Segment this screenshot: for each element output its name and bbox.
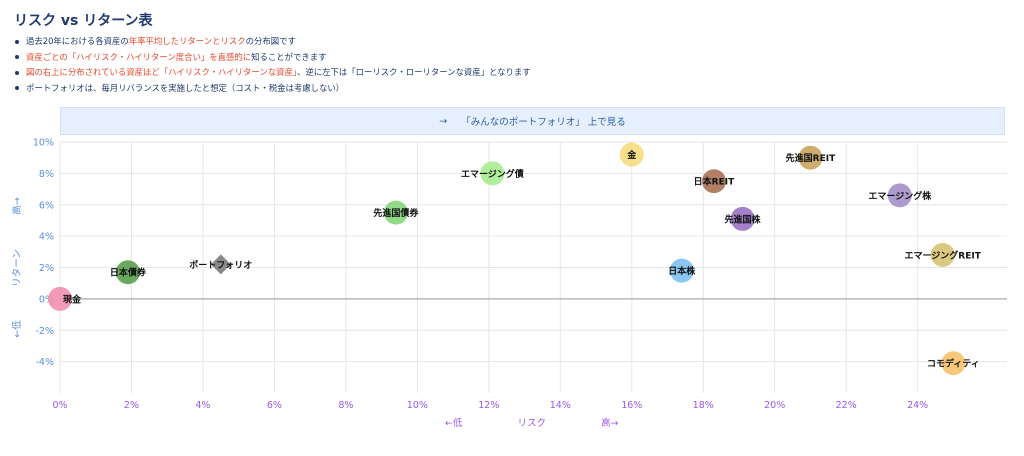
x-tick-label: 12% bbox=[478, 400, 499, 411]
arrow-right-icon: → bbox=[439, 115, 448, 127]
risk-return-scatter-chart: -4% -2% 0% 2% 4% 6% 8% 10% 0% 2% 4% 6% 8% 10% 12% 14% 16… bbox=[11, 138, 1007, 429]
y-axis-high-label: 高→ bbox=[11, 197, 23, 215]
data-point-label: エマージング株 bbox=[868, 190, 932, 202]
data-point-label: エマージング債 bbox=[461, 168, 524, 180]
description-text: ポートフォリオは、毎月リバランスを実施したと想定（コスト・税金は考慮しない） bbox=[26, 82, 345, 93]
y-tick-label: 10% bbox=[33, 138, 54, 149]
data-point bbox=[887, 183, 912, 208]
data-point bbox=[730, 206, 755, 231]
x-tick-label: 16% bbox=[621, 400, 642, 411]
description-item: ポートフォリオは、毎月リバランスを実施したと想定（コスト・税金は考慮しない） bbox=[14, 81, 531, 97]
x-tick-label: 14% bbox=[550, 400, 571, 411]
y-tick-label: -2% bbox=[36, 326, 55, 337]
y-axis-title: リターン bbox=[12, 249, 23, 287]
data-point-label: コモディティ bbox=[927, 358, 980, 370]
description-text: 過去20年における各資産の bbox=[26, 36, 129, 46]
x-tick-label: 24% bbox=[907, 400, 928, 411]
data-point-label: 先進国債券 bbox=[373, 207, 419, 219]
highlighted-text: 図の右上に分布されている資産ほど「ハイリスク・ハイリターンな資産」 bbox=[26, 67, 298, 77]
data-point-label: 先進国REIT bbox=[786, 152, 836, 164]
data-point bbox=[669, 258, 694, 283]
data-point-label: ポートフォリオ bbox=[189, 259, 252, 271]
data-point bbox=[930, 242, 955, 267]
data-point-label: 現金 bbox=[63, 293, 82, 305]
description-text: の分布図です bbox=[245, 36, 296, 46]
x-tick-label: 18% bbox=[693, 400, 714, 411]
y-tick-label: -4% bbox=[36, 357, 55, 368]
data-point bbox=[115, 260, 140, 285]
x-axis-title: リスク bbox=[517, 418, 546, 429]
description-item: 図の右上に分布されている資産ほど「ハイリスク・ハイリターンな資産」、逆に左下は「… bbox=[14, 65, 531, 81]
x-tick-label: 10% bbox=[407, 400, 428, 411]
data-point bbox=[701, 169, 726, 194]
y-axis-low-label: ←低 bbox=[11, 320, 23, 338]
data-point-label: 日本債券 bbox=[110, 267, 147, 279]
x-tick-label: 2% bbox=[124, 400, 139, 411]
x-axis-low-label: ←低 bbox=[445, 417, 463, 429]
y-tick-label: 8% bbox=[39, 169, 54, 180]
page-title: リスク vs リターン表 bbox=[14, 13, 153, 29]
data-point-label: 日本REIT bbox=[694, 176, 735, 188]
description-item: 過去20年における各資産の年率平均したリターンとリスクの分布図です bbox=[14, 34, 531, 50]
description-list: 過去20年における各資産の年率平均したリターンとリスクの分布図です 資産ごとの「ハ… bbox=[14, 34, 531, 96]
data-point bbox=[619, 142, 644, 167]
data-point bbox=[480, 161, 505, 186]
data-point bbox=[798, 145, 823, 170]
data-point bbox=[941, 351, 966, 376]
x-axis-high-label: 高→ bbox=[601, 417, 619, 429]
data-point bbox=[48, 286, 72, 311]
highlighted-text: 年率平均したリターンとリスク bbox=[128, 36, 246, 46]
description-item: 資産ごとの「ハイリスク・ハイリターン度合い」を直感的に知ることができます bbox=[14, 50, 531, 66]
highlighted-text: 資産ごとの「ハイリスク・ハイリターン度合い」を直感的に bbox=[26, 51, 252, 62]
y-tick-label: 6% bbox=[39, 200, 54, 211]
x-tick-label: 8% bbox=[338, 400, 353, 411]
y-tick-label: 2% bbox=[39, 263, 54, 274]
description-text: 、逆に左下は「ローリスク・ローリターンな資産」となります bbox=[297, 67, 531, 77]
x-tick-label: 6% bbox=[267, 400, 282, 411]
data-point-label: 日本株 bbox=[668, 265, 696, 277]
data-point bbox=[383, 200, 408, 225]
data-point-label: 先進国株 bbox=[725, 213, 762, 225]
y-tick-label: 0% bbox=[39, 294, 54, 305]
y-tick-label: 4% bbox=[39, 232, 54, 243]
link-banner-label: 「みんなのポートフォリオ」 上で見る bbox=[461, 117, 626, 128]
portfolio-link-banner[interactable]: → 「みんなのポートフォリオ」 上で見る bbox=[60, 107, 1005, 135]
x-tick-label: 22% bbox=[836, 400, 857, 411]
x-tick-label: 20% bbox=[764, 400, 785, 411]
x-tick-label: 4% bbox=[195, 400, 210, 411]
data-point-label: 金 bbox=[626, 149, 637, 161]
description-text: 知ることができます bbox=[251, 51, 327, 62]
x-tick-label: 0% bbox=[52, 400, 67, 411]
data-point-label: エマージングREIT bbox=[904, 249, 981, 261]
